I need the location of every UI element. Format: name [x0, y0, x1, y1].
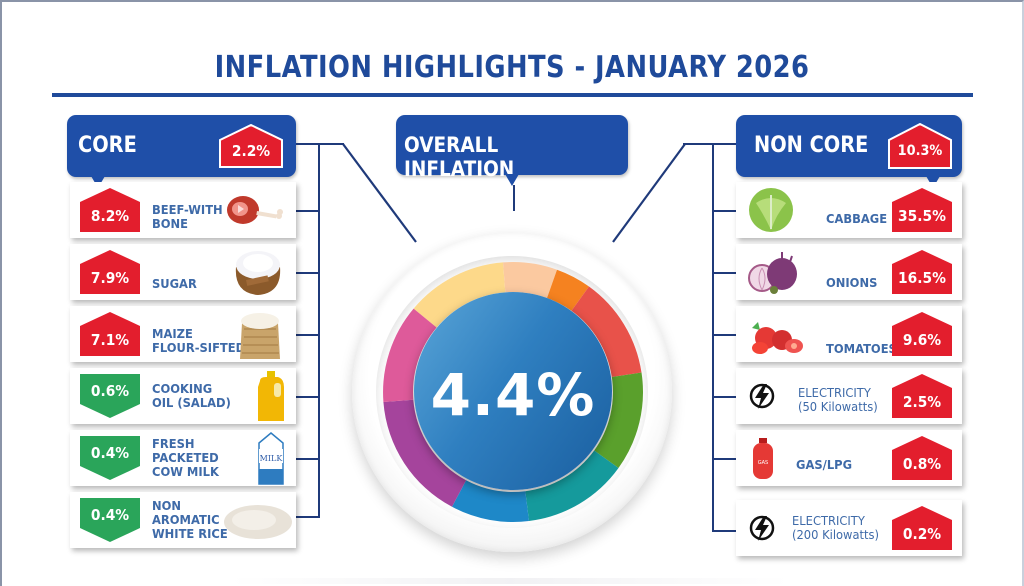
non-core-badge-up: 10.3%: [888, 123, 952, 169]
core-header: CORE 2.2%: [67, 115, 296, 188]
non-core-diagonal-connector: [612, 143, 686, 243]
non-core-value: 10.3%: [897, 143, 943, 159]
donut-segment-4: [571, 286, 642, 377]
lightning-icon: [749, 515, 775, 541]
core-branch-1: [296, 210, 320, 212]
non-core-item-gas-lpg: GAS GAS/LPG 0.8%: [736, 430, 962, 486]
gas-cylinder-icon: GAS: [753, 438, 773, 479]
non-core-connector-trunk: [712, 143, 714, 532]
non-core-branch-5: [712, 458, 736, 460]
item-name: BEEF-WITH BONE: [152, 202, 223, 231]
badge-up: 9.6%: [892, 312, 952, 356]
item-name: NON AROMATIC WHITE RICE: [152, 498, 228, 541]
item-name: FRESH PACKETED COW MILK: [152, 436, 219, 479]
overall-header: OVERALL INFLATION: [396, 115, 628, 186]
svg-text:GAS: GAS: [758, 460, 768, 466]
footer-faint-text: [230, 578, 790, 584]
item-name: CABBAGE: [826, 211, 888, 226]
non-core-header: NON CORE 10.3%: [736, 115, 962, 188]
non-core-branch-3: [712, 334, 736, 336]
overall-center-disc: [414, 292, 612, 490]
core-badge-up: 2.2%: [219, 124, 283, 168]
core-item-beef: 8.2% BEEF-WITH BONE: [70, 182, 296, 238]
donut-segment-8: [383, 399, 467, 507]
flour-sack-icon: [240, 313, 280, 359]
badge-up: 0.2%: [892, 506, 952, 550]
donut-segment-6: [525, 450, 619, 521]
overall-header-pointer: [505, 174, 519, 186]
cabbage-icon: [749, 188, 793, 232]
non-core-branch-1: [712, 210, 736, 212]
lightning-icon: [749, 383, 775, 409]
core-item-maize-flour: 7.1% MAIZE FLOUR-SIFTED: [70, 306, 296, 362]
rice-icon: [224, 505, 292, 539]
donut-segment-5: [594, 372, 643, 468]
non-core-connector-top: [683, 143, 736, 145]
core-branch-2: [296, 272, 320, 274]
core-item-sugar: 7.9% SUGAR: [70, 244, 296, 300]
item-name: ELECTRICITY (50 Kilowatts): [798, 385, 878, 414]
donut-segment-2: [503, 262, 557, 298]
non-core-branch-6: [712, 530, 736, 532]
item-name: GAS/LPG: [796, 457, 853, 472]
tomato-icon: [752, 322, 803, 354]
badge-down: 0.4%: [80, 436, 140, 480]
item-name: COOKING OIL (SALAD): [152, 381, 231, 410]
core-connector-top: [296, 143, 344, 145]
core-connector-trunk: [318, 143, 320, 518]
milk-carton-icon: MILK: [258, 432, 284, 485]
core-label: CORE: [78, 133, 137, 158]
onion-icon: [748, 252, 797, 294]
core-branch-6: [296, 516, 320, 518]
non-core-label: NON CORE: [754, 133, 869, 158]
overall-value: 4.4%: [430, 361, 596, 429]
non-core-item-tomatoes: TOMATOES 9.6%: [736, 306, 962, 362]
beef-icon: [227, 196, 283, 224]
overall-connector: [513, 185, 515, 211]
non-core-item-cabbage: CABBAGE 35.5%: [736, 182, 962, 238]
overall-donut-chart: [383, 262, 643, 522]
sugar-sack-icon: [235, 251, 281, 295]
non-core-item-electricity-50kw: ELECTRICITY (50 Kilowatts) 2.5%: [736, 368, 962, 424]
non-core-branch-2: [712, 272, 736, 274]
badge-up: 35.5%: [892, 188, 952, 232]
badge-up: 2.5%: [892, 374, 952, 418]
item-name: ONIONS: [826, 275, 878, 290]
core-item-milk: 0.4% FRESH PACKETED COW MILK MILK: [70, 430, 296, 486]
core-item-cooking-oil: 0.6% COOKING OIL (SALAD): [70, 368, 296, 424]
badge-up: 7.1%: [80, 312, 140, 356]
overall-label: OVERALL INFLATION: [404, 133, 515, 181]
page-title: INFLATION HIGHLIGHTS - JANUARY 2026: [214, 50, 810, 85]
item-name: SUGAR: [152, 276, 197, 291]
core-value: 2.2%: [231, 142, 271, 160]
oil-jug-icon: [258, 371, 284, 421]
badge-down: 0.6%: [80, 374, 140, 418]
core-branch-5: [296, 458, 320, 460]
donut-segment-3: [547, 269, 589, 311]
badge-up: 8.2%: [80, 188, 140, 232]
core-diagonal-connector: [342, 143, 417, 243]
item-name: TOMATOES: [826, 341, 897, 356]
core-branch-3: [296, 334, 320, 336]
badge-up: 0.8%: [892, 436, 952, 480]
badge-down: 0.4%: [80, 498, 140, 542]
badge-up: 7.9%: [80, 250, 140, 294]
svg-text:MILK: MILK: [260, 454, 284, 463]
item-name: ELECTRICITY (200 Kilowatts): [792, 513, 880, 542]
non-core-item-electricity-200kw: ELECTRICITY (200 Kilowatts) 0.2%: [736, 500, 962, 556]
donut-segment-1: [413, 262, 506, 328]
item-name: MAIZE FLOUR-SIFTED: [152, 326, 246, 355]
donut-segment-7: [452, 480, 529, 522]
title-divider: [52, 93, 973, 97]
non-core-branch-4: [712, 396, 736, 398]
core-branch-4: [296, 396, 320, 398]
donut-segment-9: [383, 308, 437, 402]
badge-up: 16.5%: [892, 250, 952, 294]
non-core-item-onions: ONIONS 16.5%: [736, 244, 962, 300]
core-item-rice: 0.4% NON AROMATIC WHITE RICE: [70, 492, 296, 548]
